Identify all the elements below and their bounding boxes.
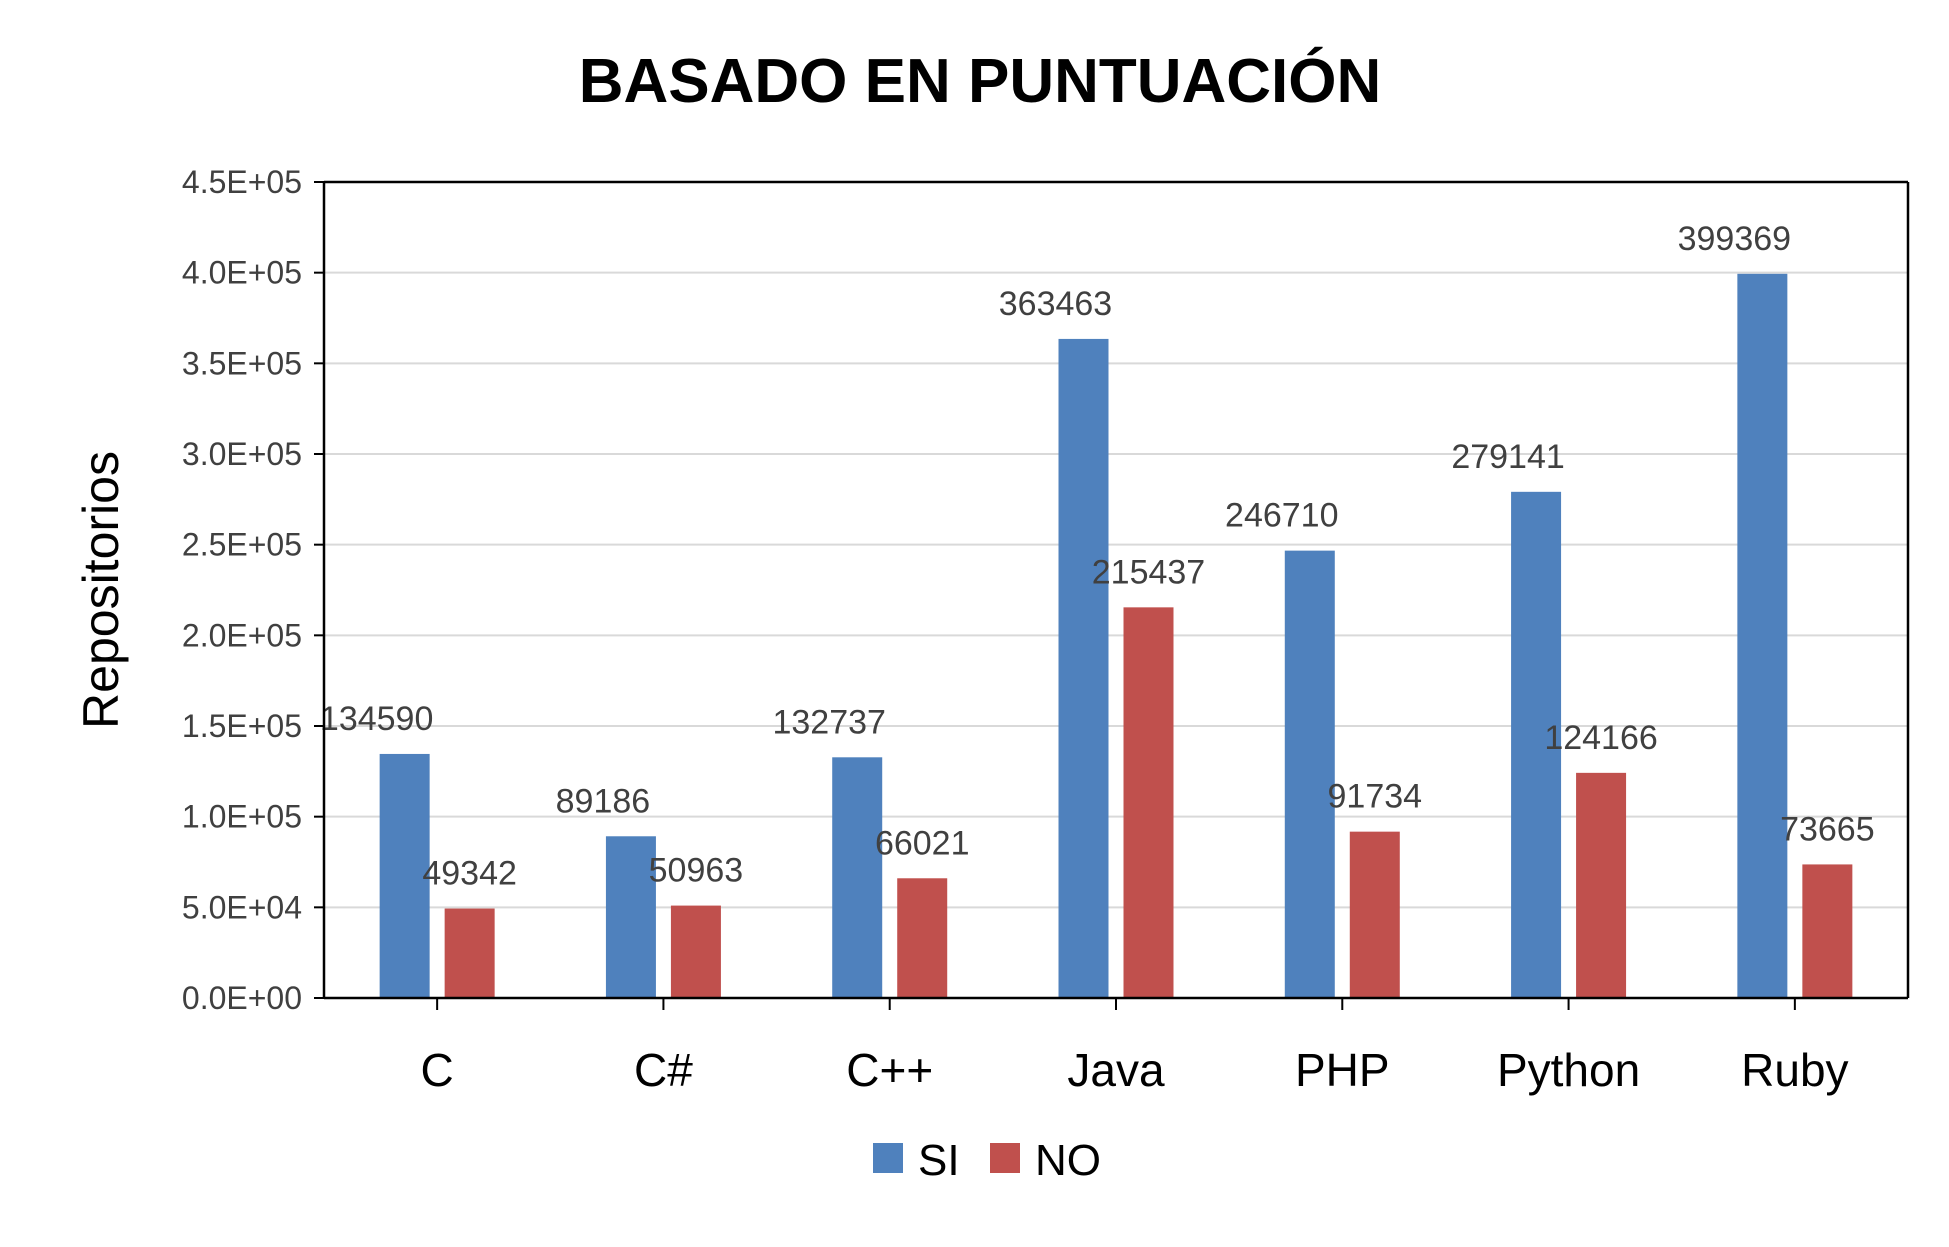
data-label: 91734 <box>1328 778 1423 816</box>
legend-swatch-no <box>990 1143 1020 1173</box>
x-tick-label: C# <box>634 1044 693 1096</box>
y-tick-label: 4.5E+05 <box>182 164 302 200</box>
legend-label-no: NO <box>1035 1136 1101 1185</box>
x-tick-label: Java <box>1067 1044 1165 1096</box>
data-label: 134590 <box>320 700 433 738</box>
data-label: 215437 <box>1092 553 1205 591</box>
data-label: 66021 <box>875 824 970 862</box>
bar-si-c++ <box>832 757 883 998</box>
y-axis-label: Repositorios <box>73 451 129 729</box>
data-label: 132737 <box>772 703 885 741</box>
x-tick-label: PHP <box>1295 1044 1390 1096</box>
data-label: 399369 <box>1678 220 1791 258</box>
data-label: 363463 <box>999 285 1112 323</box>
y-tick-label: 2.5E+05 <box>182 527 302 563</box>
x-tick-label: Ruby <box>1741 1044 1848 1096</box>
bar-si-c# <box>605 836 656 998</box>
y-tick-label: 3.0E+05 <box>182 436 302 472</box>
y-tick-label: 4.0E+05 <box>182 255 302 291</box>
x-tick-label: Python <box>1497 1044 1640 1096</box>
x-tick-label: C <box>421 1044 454 1096</box>
data-label: 124166 <box>1544 719 1657 757</box>
data-label: 279141 <box>1451 438 1564 476</box>
bar-si-ruby <box>1737 273 1788 998</box>
legend-label-si: SI <box>918 1136 960 1185</box>
y-tick-label: 5.0E+04 <box>182 889 302 925</box>
y-tick-label: 1.0E+05 <box>182 799 302 835</box>
y-tick-label: 1.5E+05 <box>182 708 302 744</box>
data-label: 89186 <box>556 782 651 820</box>
bars <box>379 273 1853 999</box>
bar-no-ruby <box>1802 864 1853 998</box>
bar-no-php <box>1349 831 1400 998</box>
y-tick-label: 3.5E+05 <box>182 345 302 381</box>
bar-no-c# <box>670 905 721 998</box>
y-tick-label: 2.0E+05 <box>182 617 302 653</box>
chart-title: BASADO EN PUNTUACIÓN <box>579 47 1382 116</box>
data-label: 73665 <box>1780 810 1875 848</box>
data-labels: 134590 49342 89186 50963 132737 66021 363463 21… <box>320 220 1875 893</box>
legend-swatch-si <box>873 1143 903 1173</box>
axes: 0.0E+00 5.0E+04 1.0E+05 1.5E+05 2.0E+05 2.5E+… <box>182 164 1910 1096</box>
y-tick-label: 0.0E+00 <box>182 980 302 1016</box>
bar-no-c <box>444 908 495 998</box>
bar-si-python <box>1511 491 1562 998</box>
legend: SI NO <box>873 1136 1101 1185</box>
bar-si-c <box>379 753 430 998</box>
data-label: 50963 <box>649 852 744 890</box>
bar-no-c++ <box>897 878 948 998</box>
x-tick-label: C++ <box>846 1044 933 1096</box>
bar-si-php <box>1284 550 1335 998</box>
bar-no-python <box>1576 772 1627 998</box>
data-label: 49342 <box>422 855 517 893</box>
data-label: 246710 <box>1225 497 1338 535</box>
bar-no-java <box>1123 607 1174 998</box>
bar-si-java <box>1058 338 1109 999</box>
